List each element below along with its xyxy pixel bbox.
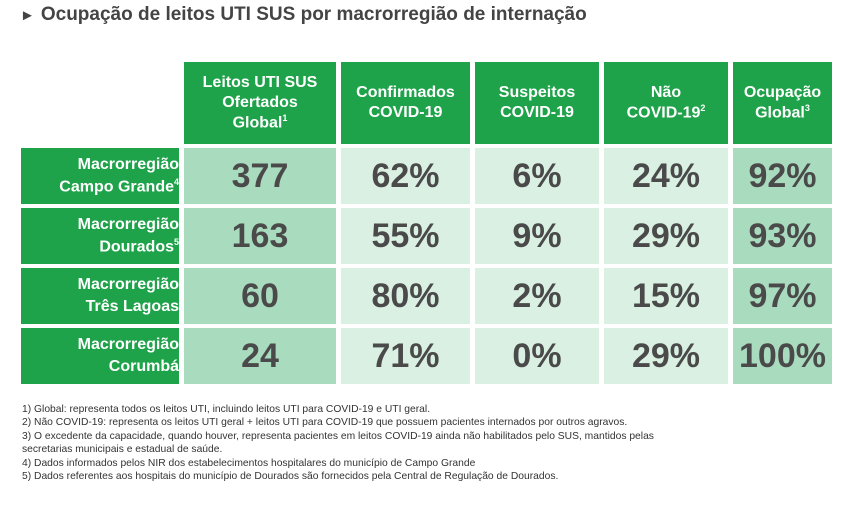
table-cell: 29% bbox=[604, 328, 728, 384]
label-text: Global bbox=[232, 114, 283, 132]
label-line: Ocupação bbox=[733, 83, 832, 103]
label-text: Macrorregião bbox=[77, 336, 179, 354]
label-line: Macrorregião bbox=[21, 274, 179, 296]
footnote-line: 2) Não COVID-19: representa os leitos UT… bbox=[22, 417, 628, 429]
table-cell: 2% bbox=[475, 268, 599, 324]
label-text: Macrorregião bbox=[77, 156, 179, 174]
label-line: Confirmados bbox=[341, 83, 470, 103]
label-line: Três Lagoas bbox=[21, 296, 179, 318]
table-cell: 92% bbox=[733, 148, 832, 204]
label-line: Macrorregião bbox=[21, 334, 179, 356]
label-text: Três Lagoas bbox=[85, 298, 179, 315]
label-text: Suspeitos bbox=[498, 84, 576, 101]
footnote-line: secretarias municipais e estadual de saú… bbox=[22, 444, 223, 456]
label-text: Macrorregião bbox=[77, 276, 179, 294]
row-label: Macrorregião Campo Grande4 bbox=[21, 148, 179, 204]
corner-blank bbox=[21, 62, 179, 144]
column-header: Suspeitos COVID-19 bbox=[475, 62, 599, 144]
table-cell: 60 bbox=[184, 268, 336, 324]
label-line: Dourados5 bbox=[21, 236, 179, 258]
label-line: Não bbox=[604, 83, 728, 103]
footnote-marker: 5 bbox=[173, 236, 179, 247]
label-line: COVID-19 bbox=[475, 103, 599, 123]
table-row: Macrorregião Corumbá 24 71% 0% 29% 100% bbox=[21, 328, 832, 384]
label-line: Ofertados bbox=[184, 93, 336, 113]
label-line: Global3 bbox=[733, 103, 832, 123]
table-cell: 24% bbox=[604, 148, 728, 204]
table-cell: 100% bbox=[733, 328, 832, 384]
label-line: Global1 bbox=[184, 113, 336, 133]
label-text: COVID-19 bbox=[368, 104, 443, 121]
row-label: Macrorregião Corumbá bbox=[21, 328, 179, 384]
table-cell: 9% bbox=[475, 208, 599, 264]
label-line: Macrorregião bbox=[21, 154, 179, 176]
label-text: Global bbox=[755, 104, 805, 122]
label-text: COVID-19 bbox=[626, 104, 701, 122]
label-text: Dourados bbox=[99, 238, 174, 256]
table-cell: 80% bbox=[341, 268, 470, 324]
table-row: Macrorregião Dourados5 163 55% 9% 29% 93% bbox=[21, 208, 832, 264]
label-line: Campo Grande4 bbox=[21, 176, 179, 198]
table-row: Macrorregião Três Lagoas 60 80% 2% 15% 97% bbox=[21, 268, 832, 324]
chart-title-text: Ocupação de leitos UTI SUS por macrorreg… bbox=[40, 4, 587, 25]
table-body: Macrorregião Campo Grande4 377 62% 6% 24% 92% M… bbox=[21, 148, 832, 384]
label-text: Confirmados bbox=[356, 84, 455, 101]
footnote-marker: 1 bbox=[282, 112, 288, 123]
table-cell: 71% bbox=[341, 328, 470, 384]
footnote-line: 3) O excedente da capacidade, quando hou… bbox=[22, 430, 654, 442]
label-text: Ocupação bbox=[743, 83, 822, 101]
footnote-line: 4) Dados informados pelos NIR dos estabe… bbox=[22, 457, 476, 469]
label-text: Não bbox=[650, 83, 682, 101]
label-line: COVID-192 bbox=[604, 103, 728, 123]
chart-title: ► Ocupação de leitos UTI SUS por macrorre… bbox=[20, 4, 587, 26]
label-text: COVID-19 bbox=[500, 104, 574, 121]
label-text: Macrorregião bbox=[77, 216, 179, 234]
header-row: Leitos UTI SUS Ofertados Global1 Confirmad… bbox=[21, 62, 832, 144]
footnote-line: 5) Dados referentes aos hospitais do mun… bbox=[22, 471, 559, 483]
column-header: Confirmados COVID-19 bbox=[341, 62, 470, 144]
table-cell: 6% bbox=[475, 148, 599, 204]
column-header: Ocupação Global3 bbox=[733, 62, 832, 144]
table-cell: 62% bbox=[341, 148, 470, 204]
column-header: Leitos UTI SUS Ofertados Global1 bbox=[184, 62, 336, 144]
table-row: Macrorregião Campo Grande4 377 62% 6% 24% 92% bbox=[21, 148, 832, 204]
table-cell: 163 bbox=[184, 208, 336, 264]
table-cell: 93% bbox=[733, 208, 832, 264]
column-header: Não COVID-192 bbox=[604, 62, 728, 144]
table-cell: 97% bbox=[733, 268, 832, 324]
table-cell: 29% bbox=[604, 208, 728, 264]
label-line: COVID-19 bbox=[341, 103, 470, 123]
label-line: Macrorregião bbox=[21, 214, 179, 236]
footnote-marker: 2 bbox=[700, 102, 706, 113]
label-line: Corumbá bbox=[21, 356, 179, 378]
label-line: Leitos UTI SUS bbox=[184, 73, 336, 93]
footnote-marker: 3 bbox=[804, 102, 810, 113]
label-text: Corumbá bbox=[108, 358, 179, 375]
table-cell: 377 bbox=[184, 148, 336, 204]
table-cell: 0% bbox=[475, 328, 599, 384]
footnotes: 1) Global: representa todos os leitos UT… bbox=[22, 403, 654, 483]
label-text: Campo Grande bbox=[59, 178, 174, 196]
row-label: Macrorregião Três Lagoas bbox=[21, 268, 179, 324]
table-cell: 24 bbox=[184, 328, 336, 384]
occupancy-table: Leitos UTI SUS Ofertados Global1 Confirmad… bbox=[16, 58, 837, 388]
label-line: Suspeitos bbox=[475, 83, 599, 103]
label-text: Ofertados bbox=[222, 93, 298, 111]
table-cell: 15% bbox=[604, 268, 728, 324]
row-label: Macrorregião Dourados5 bbox=[21, 208, 179, 264]
label-text: Leitos UTI SUS bbox=[202, 73, 318, 91]
table-cell: 55% bbox=[341, 208, 470, 264]
triangle-bullet-icon: ► bbox=[20, 7, 35, 24]
footnote-marker: 4 bbox=[173, 176, 179, 187]
footnote-line: 1) Global: representa todos os leitos UT… bbox=[22, 404, 431, 415]
